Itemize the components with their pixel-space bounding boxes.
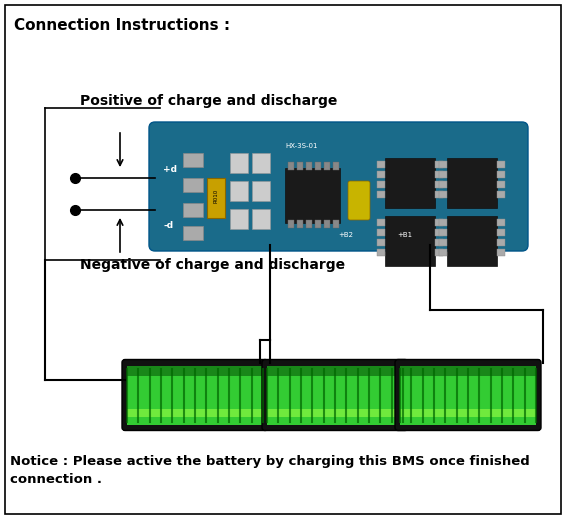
- Bar: [267, 408, 403, 417]
- Bar: [207, 178, 225, 218]
- Text: R010: R010: [213, 189, 218, 203]
- Bar: [377, 161, 385, 168]
- Bar: [497, 229, 505, 236]
- Bar: [377, 239, 385, 246]
- Bar: [439, 181, 447, 188]
- Bar: [267, 366, 403, 376]
- Bar: [497, 181, 505, 188]
- Bar: [377, 181, 385, 188]
- Bar: [377, 219, 385, 226]
- Bar: [267, 365, 403, 425]
- Bar: [497, 239, 505, 246]
- Bar: [324, 220, 330, 228]
- Bar: [435, 239, 443, 246]
- Bar: [285, 168, 340, 223]
- Bar: [288, 220, 294, 228]
- Bar: [288, 162, 294, 170]
- Bar: [333, 220, 339, 228]
- Bar: [400, 408, 536, 417]
- Bar: [315, 162, 321, 170]
- Bar: [497, 249, 505, 256]
- Text: +B2: +B2: [338, 232, 353, 238]
- Bar: [183, 203, 203, 217]
- Bar: [497, 191, 505, 198]
- Bar: [439, 171, 447, 178]
- Bar: [127, 365, 263, 425]
- Bar: [435, 171, 443, 178]
- Bar: [439, 219, 447, 226]
- Bar: [497, 171, 505, 178]
- Bar: [439, 161, 447, 168]
- FancyBboxPatch shape: [122, 360, 268, 430]
- Bar: [297, 162, 303, 170]
- Bar: [435, 181, 443, 188]
- Bar: [377, 191, 385, 198]
- Text: HX-3S-01: HX-3S-01: [286, 143, 318, 149]
- Text: Notice : Please active the battery by charging this BMS once finished
connection: Notice : Please active the battery by ch…: [10, 455, 530, 486]
- Bar: [377, 249, 385, 256]
- FancyBboxPatch shape: [262, 360, 408, 430]
- Bar: [315, 220, 321, 228]
- Bar: [252, 153, 270, 173]
- FancyBboxPatch shape: [395, 360, 541, 430]
- Bar: [230, 209, 248, 229]
- Text: +d: +d: [163, 166, 177, 174]
- Bar: [230, 153, 248, 173]
- Bar: [306, 220, 312, 228]
- Bar: [435, 161, 443, 168]
- Bar: [497, 219, 505, 226]
- FancyBboxPatch shape: [149, 122, 528, 251]
- Bar: [400, 366, 536, 376]
- Text: +B1: +B1: [397, 232, 412, 238]
- Bar: [183, 226, 203, 240]
- Bar: [252, 209, 270, 229]
- Text: -d: -d: [163, 222, 173, 230]
- Bar: [230, 181, 248, 201]
- Bar: [439, 229, 447, 236]
- Bar: [252, 181, 270, 201]
- Bar: [435, 249, 443, 256]
- Text: Negative of charge and discharge: Negative of charge and discharge: [80, 258, 345, 272]
- Text: Positive of charge and discharge: Positive of charge and discharge: [80, 94, 337, 108]
- Bar: [435, 219, 443, 226]
- Bar: [497, 161, 505, 168]
- Bar: [183, 153, 203, 167]
- Bar: [439, 249, 447, 256]
- Bar: [127, 408, 263, 417]
- Bar: [447, 158, 497, 208]
- Bar: [439, 191, 447, 198]
- Bar: [127, 366, 263, 376]
- Bar: [377, 229, 385, 236]
- Bar: [447, 216, 497, 266]
- Bar: [385, 158, 435, 208]
- Text: Connection Instructions :: Connection Instructions :: [14, 18, 230, 33]
- Bar: [324, 162, 330, 170]
- Bar: [385, 216, 435, 266]
- Bar: [377, 171, 385, 178]
- Bar: [183, 178, 203, 192]
- Bar: [306, 162, 312, 170]
- FancyBboxPatch shape: [348, 181, 370, 220]
- Bar: [333, 162, 339, 170]
- Bar: [297, 220, 303, 228]
- Bar: [400, 365, 536, 425]
- Bar: [435, 191, 443, 198]
- Bar: [435, 229, 443, 236]
- Bar: [439, 239, 447, 246]
